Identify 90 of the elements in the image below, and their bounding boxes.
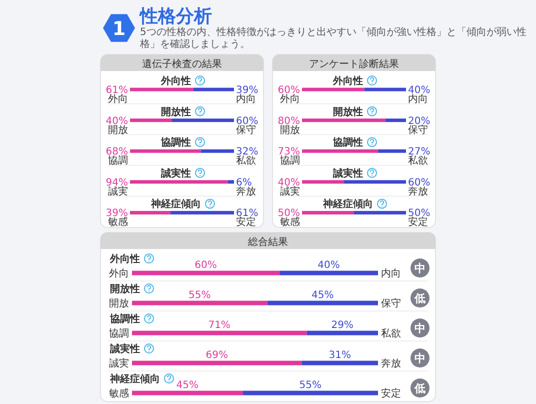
y-tick-label: 誠実性	[160, 167, 191, 180]
text: 開放	[108, 124, 128, 136]
text: 中	[414, 352, 426, 365]
y-tick-label: 協調性	[332, 136, 363, 149]
text: 誠実	[280, 185, 300, 198]
y-tick-label: 誠実性	[109, 343, 140, 355]
text: 私欲	[408, 154, 428, 167]
text: 私欲	[381, 328, 401, 340]
bar	[228, 180, 234, 184]
text: 開放	[280, 124, 300, 136]
bar	[130, 149, 201, 153]
text: 保守	[408, 124, 428, 136]
bar	[193, 88, 234, 92]
bar	[302, 360, 378, 366]
text: 開放	[109, 298, 129, 310]
text: 保守	[381, 298, 401, 310]
bar	[302, 88, 364, 92]
y-tick-label: 神経症傾向	[150, 198, 201, 210]
text: 中	[414, 262, 426, 275]
text: 奔放	[236, 185, 256, 198]
text: 内向	[381, 268, 401, 280]
text: 奔放	[408, 185, 428, 198]
chart-title: 遺伝子検査の結果	[142, 58, 222, 70]
bar	[242, 390, 378, 396]
text: 内向	[408, 93, 428, 105]
data-label: 31%	[328, 350, 351, 361]
data-label: 71%	[208, 320, 230, 331]
data-label: 55%	[188, 290, 211, 301]
text: 敏感	[109, 388, 129, 400]
bar	[378, 149, 406, 153]
data-label: 29%	[331, 320, 354, 331]
y-tick-label: 開放性	[110, 283, 140, 295]
bar	[130, 180, 228, 184]
y-tick-label: 開放性	[161, 106, 191, 118]
y-tick-label: 開放性	[333, 106, 363, 118]
text: 私欲	[236, 154, 256, 167]
bar	[302, 118, 386, 122]
text: 低	[414, 292, 426, 305]
text: 低	[414, 382, 426, 395]
text: 奔放	[381, 358, 401, 370]
text: 1	[112, 18, 126, 40]
data-label: 40%	[318, 260, 340, 271]
data-label: 55%	[299, 380, 322, 391]
y-tick-label: 神経症傾向	[322, 198, 373, 210]
chart-title: アンケート診断結果	[309, 58, 399, 70]
bar	[302, 180, 344, 184]
y-tick-label: 協調性	[160, 136, 191, 149]
bar	[132, 300, 268, 306]
text: 5つの性格の内、性格特徴がはっきりと出やすい「傾向が強い性格」と「傾向が弱い性格」を確認しましょう。	[140, 27, 528, 51]
bar	[354, 210, 406, 214]
bar	[170, 210, 234, 214]
bar	[130, 210, 171, 214]
bar	[385, 118, 406, 122]
text: 外向	[280, 93, 300, 105]
data-label: 45%	[176, 380, 198, 391]
text: 外向	[108, 93, 128, 105]
y-tick-label: 協調性	[109, 313, 140, 325]
text: 安定	[381, 388, 401, 400]
y-tick-label: 外向性	[160, 75, 191, 87]
text: 保守	[236, 124, 256, 136]
data-label: 69%	[206, 350, 228, 361]
text: 中	[414, 322, 426, 335]
text: 誠実	[108, 185, 128, 198]
data-label: 60%	[194, 260, 217, 271]
text: 協調	[109, 328, 129, 340]
bar	[130, 118, 172, 122]
bar	[172, 118, 234, 122]
bar	[267, 300, 378, 306]
bar	[132, 330, 307, 336]
text: 内向	[236, 93, 256, 105]
chart-title: 総合結果	[247, 236, 288, 248]
y-tick-label: 外向性	[332, 75, 363, 87]
bar	[132, 360, 302, 366]
bar	[302, 210, 354, 214]
y-tick-label: 外向性	[109, 253, 140, 265]
bar	[344, 180, 406, 184]
text: 性格分析	[139, 6, 212, 27]
text: 外向	[109, 268, 129, 280]
y-tick-label: 神経症傾向	[109, 373, 160, 385]
y-tick-label: 誠実性	[332, 167, 363, 180]
bar	[302, 149, 378, 153]
data-label: 45%	[312, 290, 334, 301]
bar	[130, 88, 194, 92]
text: 誠実	[109, 358, 129, 370]
bar	[364, 88, 406, 92]
bar	[306, 330, 378, 336]
bar	[200, 149, 234, 153]
bar	[280, 270, 378, 276]
bar	[132, 270, 280, 276]
bar	[132, 390, 243, 396]
